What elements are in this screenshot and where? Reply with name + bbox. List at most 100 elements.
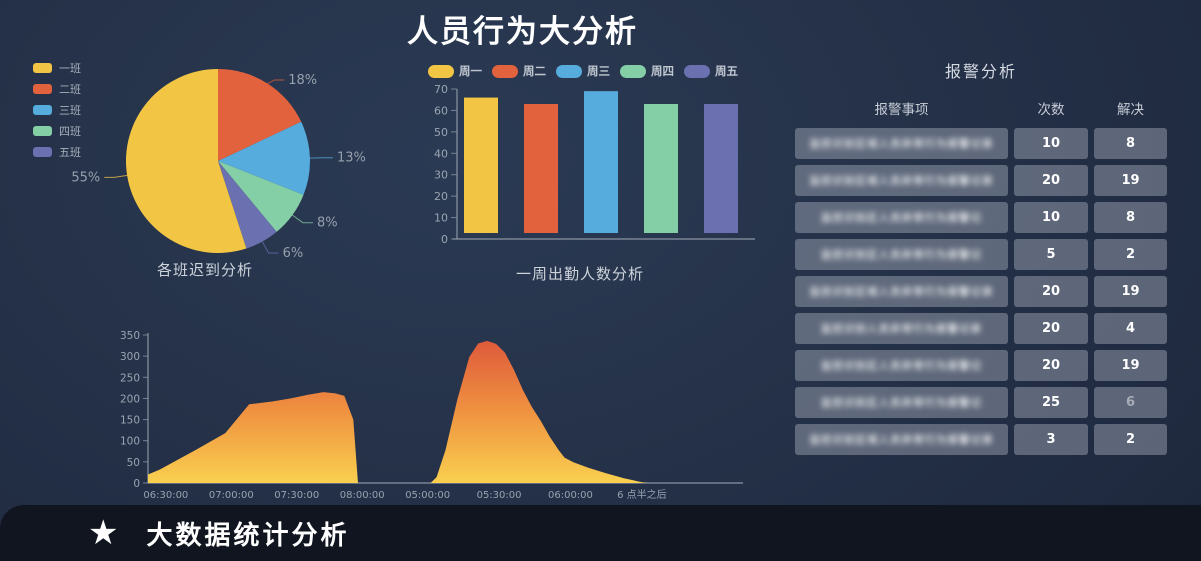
redacted-alarm-text: 监控识别区人员异常行为报警记	[821, 397, 982, 409]
alarm-count-cell: 10	[1014, 128, 1088, 159]
legend-label: 二班	[59, 83, 81, 96]
area-xtick-label: 07:30:00	[274, 490, 319, 501]
alarm-item-cell: 监控识别区域人员异常行为报警记录	[795, 128, 1008, 159]
alarm-count-cell: 3	[1014, 424, 1088, 455]
pie-percent-label: 13%	[337, 151, 366, 166]
alarm-solved-cell: 6	[1094, 387, 1167, 418]
bar-ytick-label: 60	[434, 104, 448, 117]
pie-label-line	[261, 240, 279, 254]
alarm-count-cell: 25	[1014, 387, 1088, 418]
pie-legend-item-三班[interactable]: 三班	[33, 102, 81, 118]
legend-label: 三班	[59, 104, 81, 117]
column-header-solved: 解决	[1117, 102, 1144, 118]
bar-chart-title: 一周出勤人数分析	[515, 265, 644, 283]
redacted-alarm-text: 监控识别区域人员异常行为报警记录	[809, 175, 994, 187]
pie-legend: 一班二班三班四班五班	[33, 60, 81, 160]
legend-swatch	[33, 147, 52, 157]
pie-label-line	[104, 174, 129, 178]
pie-slice-五班	[218, 161, 277, 249]
bar-周三	[584, 91, 618, 234]
bar-legend-item-周四[interactable]: 周四	[620, 63, 674, 79]
legend-swatch	[492, 64, 518, 78]
area-ytick-label: 350	[120, 330, 140, 342]
alarm-item-cell: 监控识别区域人员异常行为报警记录	[795, 165, 1008, 196]
pie-legend-item-二班[interactable]: 二班	[33, 81, 81, 97]
bar-ytick-label: 10	[434, 212, 448, 225]
pie-percent-label: 8%	[317, 216, 338, 231]
legend-swatch	[428, 64, 454, 78]
alarm-item-cell: 监控识别区人员异常行为报警记	[795, 350, 1008, 381]
bar-周一	[464, 97, 498, 233]
area-xtick-label: 08:00:00	[340, 490, 385, 501]
pie-slice-四班	[218, 161, 304, 232]
area-xtick-label: 6 点半之后	[617, 488, 667, 501]
area-ytick-label: 100	[120, 436, 140, 448]
area-ytick-label: 150	[120, 415, 140, 427]
area-xtick-label: 05:30:00	[477, 490, 522, 501]
star-icon: ★	[88, 513, 119, 553]
bar-ytick-label: 50	[434, 126, 448, 139]
bar-ytick-label: 40	[434, 147, 448, 160]
area-ytick-label: 250	[120, 372, 140, 384]
area-xtick-label: 05:00:00	[405, 490, 450, 501]
legend-swatch	[33, 126, 52, 136]
pie-legend-item-四班[interactable]: 四班	[33, 123, 81, 139]
bar-legend-item-周一[interactable]: 周一	[428, 63, 482, 79]
legend-label: 四班	[59, 125, 81, 138]
legend-swatch	[684, 64, 710, 78]
pie-percent-label: 18%	[288, 73, 317, 88]
alarm-solved-cell: 2	[1094, 239, 1167, 270]
alarm-count-cell: 20	[1014, 165, 1088, 196]
area-xtick-label: 06:30:00	[143, 490, 188, 501]
area-ytick-label: 200	[120, 393, 140, 405]
time-flow-area-chart: 0 50 100 150 200 250 300 350 06:30:00 07:00:00 07:…	[120, 330, 743, 501]
alarm-table: 报警事项 次数 解决 监控识别区域人员异常行为报警记录 10 8 监控识别区域人员异常…	[795, 98, 1167, 455]
legend-label: 周五	[715, 64, 738, 78]
legend-label: 五班	[59, 146, 81, 159]
alarm-count-cell: 10	[1014, 202, 1088, 233]
pie-legend-item-五班[interactable]: 五班	[33, 144, 81, 160]
alarm-item-cell: 监控识别区人员异常行为报警记	[795, 239, 1008, 270]
redacted-alarm-text: 监控识别区域人员异常行为报警记录	[809, 138, 994, 150]
pie-chart-title: 各班迟到分析	[156, 261, 253, 279]
bar-legend-item-周五[interactable]: 周五	[684, 63, 738, 79]
legend-swatch	[33, 84, 52, 94]
legend-swatch	[556, 64, 582, 78]
bar-周四	[644, 104, 678, 233]
redacted-alarm-text: 监控识别区人员异常行为报警记	[821, 212, 982, 224]
redacted-alarm-text: 监控识别区域人员异常行为报警记录	[809, 286, 994, 298]
bar-ytick-label: 30	[434, 169, 448, 182]
legend-swatch	[33, 63, 52, 73]
area-xtick-label: 06:00:00	[548, 490, 593, 501]
bar-周五	[704, 104, 738, 233]
pie-slice-三班	[218, 121, 310, 195]
alarm-item-cell: 监控识别区人员异常行为报警记	[795, 387, 1008, 418]
alarm-solved-cell: 19	[1094, 350, 1167, 381]
alarm-item-cell: 监控识别区域人员异常行为报警记录	[795, 276, 1008, 307]
bar-ytick-label: 0	[441, 233, 448, 245]
area-ytick-label: 300	[120, 351, 140, 363]
bar-ytick-label: 20	[434, 190, 448, 203]
area-ytick-label: 0	[133, 478, 140, 490]
alarm-count-cell: 20	[1014, 276, 1088, 307]
alarm-solved-cell: 19	[1094, 276, 1167, 307]
alarm-item-cell: 监控识别人员异常行为报警记录	[795, 313, 1008, 344]
alarm-panel: 报警分析 报警事项 次数 解决 监控识别区域人员异常行为报警记录 10 8 监控识别区…	[795, 58, 1167, 455]
alarm-count-cell: 5	[1014, 239, 1088, 270]
alarm-solved-cell: 2	[1094, 424, 1167, 455]
legend-label: 一班	[59, 62, 81, 75]
bar-legend-item-周二[interactable]: 周二	[492, 63, 546, 79]
redacted-alarm-text: 监控识别人员异常行为报警记录	[821, 323, 982, 335]
bar-legend: 周一 周二 周三 周四 周五	[428, 63, 738, 79]
alarm-solved-cell: 8	[1094, 202, 1167, 233]
alarm-count-cell: 20	[1014, 313, 1088, 344]
area-xtick-label: 07:00:00	[209, 490, 254, 501]
bar-legend-item-周三[interactable]: 周三	[556, 63, 610, 79]
legend-swatch	[33, 105, 52, 115]
bar-周二	[524, 104, 558, 233]
pie-legend-item-一班[interactable]: 一班	[33, 60, 81, 76]
footer-bar: ★ 大数据统计分析	[0, 505, 1201, 561]
legend-label: 周二	[523, 64, 546, 78]
alarm-solved-cell: 8	[1094, 128, 1167, 159]
